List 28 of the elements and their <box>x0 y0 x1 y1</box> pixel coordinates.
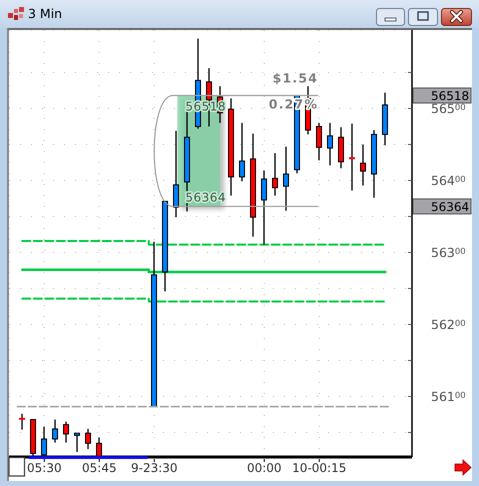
x-tick-label: 9-23:30 <box>131 461 178 475</box>
candlestick <box>316 122 322 161</box>
x-tick-label: 05:30 <box>27 461 62 475</box>
text: 56518 <box>431 89 470 104</box>
y-tick-label: 564$^{00}$ <box>431 172 466 188</box>
x-tick-label: 00:00 <box>246 461 282 475</box>
text: 56364 <box>431 200 470 214</box>
candlestick <box>19 413 26 430</box>
candlestick <box>239 122 246 182</box>
y-tick-label: 563$^{00}$ <box>431 245 466 260</box>
candlestick <box>360 144 366 186</box>
candlestick <box>261 170 268 246</box>
y-tick-label: 565$^{00}$ <box>431 100 466 116</box>
annotation: $1.54 <box>272 70 318 86</box>
candlestick <box>349 122 355 192</box>
candlestick <box>272 152 278 196</box>
candlestick <box>283 146 290 212</box>
candlestick <box>74 432 80 453</box>
candlestick <box>63 421 70 444</box>
y-tick-label: 562$^{00}$ <box>431 317 466 332</box>
x-tick-label: 10-00:15 <box>292 461 346 475</box>
x-tick-label: 05:45 <box>82 461 117 475</box>
chart-title: 3 Min <box>28 6 62 21</box>
candlestick <box>85 428 92 450</box>
candlestick <box>327 122 334 166</box>
candlestick <box>52 418 58 444</box>
y-tick-label: 561$^{00}$ <box>431 389 466 404</box>
candlestick <box>173 130 180 218</box>
